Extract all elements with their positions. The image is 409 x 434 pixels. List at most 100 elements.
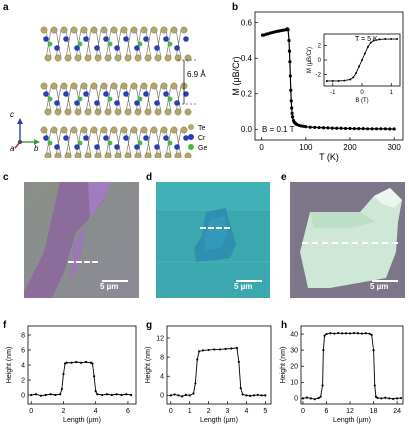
b-inset-data-point bbox=[378, 38, 381, 41]
b-main-data-point bbox=[290, 106, 294, 110]
cr-atom bbox=[134, 100, 140, 106]
cr-atom bbox=[83, 91, 89, 97]
panel-d-letter: d bbox=[146, 172, 153, 183]
te-atom bbox=[164, 108, 172, 116]
te-atom bbox=[84, 108, 92, 116]
b-main-x-tick-label: 0 bbox=[259, 143, 264, 152]
h-data-point bbox=[322, 349, 325, 352]
te-atom bbox=[140, 82, 148, 90]
axes-triad bbox=[14, 118, 40, 149]
te-atom bbox=[74, 108, 82, 116]
b-main-data-point bbox=[326, 126, 330, 130]
te-atom bbox=[170, 26, 178, 34]
b-inset-data-point bbox=[384, 38, 387, 41]
g-y-tick-label: 0 bbox=[160, 393, 164, 400]
te-atom bbox=[110, 126, 118, 134]
te-atom bbox=[140, 26, 148, 34]
h-y-tick-label: 0 bbox=[294, 396, 298, 403]
scale-bar-d bbox=[236, 280, 262, 282]
h-y-axis-label: Height (nm) bbox=[280, 347, 287, 384]
te-atom bbox=[120, 82, 128, 90]
te-atom bbox=[94, 54, 102, 62]
b-inset-data-point bbox=[331, 79, 334, 82]
b-main-data-point bbox=[361, 127, 365, 131]
f-x-axis-label: Length (µm) bbox=[63, 417, 101, 424]
panel-f-letter: f bbox=[3, 320, 7, 331]
cr-atom bbox=[74, 45, 80, 51]
cr-atom bbox=[43, 135, 49, 141]
h-y-tick-label: 20 bbox=[290, 364, 298, 371]
cr-atom bbox=[103, 91, 109, 97]
axis-label-c: c bbox=[10, 110, 14, 119]
ge-atom bbox=[47, 96, 53, 102]
bond bbox=[155, 85, 162, 113]
f-data-point bbox=[84, 360, 88, 364]
legend-item-cr: Cr bbox=[188, 134, 207, 144]
g-x-tick-label: 5 bbox=[263, 408, 267, 415]
te-atom bbox=[90, 82, 98, 90]
te-atom bbox=[104, 152, 112, 158]
ge-atom bbox=[107, 41, 113, 47]
panel-h-letter: h bbox=[281, 320, 288, 331]
b-inset-y-tick-label: 2 bbox=[318, 44, 322, 50]
h-x-tick-label: 0 bbox=[301, 408, 305, 415]
te-atom bbox=[140, 126, 148, 134]
b-main-data-point bbox=[317, 125, 321, 130]
te-atom bbox=[84, 152, 92, 158]
b-inset-data-point bbox=[366, 46, 369, 48]
g-data-point bbox=[192, 392, 195, 395]
cr-atom bbox=[154, 45, 160, 51]
b-main-data-point bbox=[288, 74, 292, 78]
te-atom bbox=[104, 108, 112, 116]
g-data-point bbox=[256, 393, 259, 397]
f-x-tick-label: 6 bbox=[126, 408, 130, 415]
te-atom bbox=[124, 108, 132, 116]
f-data-point bbox=[105, 393, 109, 396]
te-atom bbox=[124, 54, 132, 62]
te-atom bbox=[100, 82, 108, 90]
bond bbox=[95, 129, 102, 157]
b-main-x-tick-label: 100 bbox=[299, 143, 313, 152]
te-atom bbox=[134, 54, 142, 62]
bond bbox=[65, 129, 72, 157]
cr-atom bbox=[163, 91, 169, 97]
te-atom bbox=[50, 26, 58, 34]
g-data-point bbox=[177, 394, 180, 397]
f-y-tick-label: 4 bbox=[21, 362, 25, 369]
ge-atom bbox=[167, 96, 173, 102]
h-data-point bbox=[384, 396, 387, 399]
h-data-point bbox=[319, 395, 322, 398]
axis-label-a: a bbox=[10, 144, 15, 153]
ge-atom bbox=[77, 41, 83, 47]
te-atom bbox=[40, 82, 48, 90]
te-atom bbox=[150, 82, 158, 90]
bond bbox=[115, 85, 122, 113]
g-x-axis-label: Length (µm) bbox=[200, 417, 238, 424]
b-inset-data-point bbox=[343, 79, 346, 82]
te-atom bbox=[134, 108, 142, 116]
f-data-point bbox=[44, 393, 47, 397]
te-atom bbox=[70, 82, 78, 90]
h-series-line bbox=[302, 332, 402, 400]
f-data-point bbox=[125, 393, 128, 396]
ge-atom bbox=[77, 140, 83, 146]
h-data-point bbox=[380, 397, 383, 400]
te-atom bbox=[94, 152, 102, 158]
cr-atom bbox=[123, 135, 129, 141]
scale-bar-e bbox=[372, 280, 398, 282]
te-atom bbox=[174, 54, 182, 62]
te-atom bbox=[180, 26, 188, 34]
f-data-point bbox=[110, 393, 113, 397]
te-atom bbox=[130, 126, 138, 134]
b-main-data-point bbox=[289, 99, 293, 103]
b-inset-x-tick-label: -1 bbox=[330, 90, 336, 96]
b-inset-data-point bbox=[355, 72, 358, 74]
h-data-point bbox=[337, 331, 340, 335]
b-main-data-point bbox=[348, 126, 352, 131]
bond bbox=[55, 29, 62, 59]
cr-atom bbox=[134, 45, 140, 51]
te-atom bbox=[70, 26, 78, 34]
te-atom bbox=[84, 54, 92, 62]
cr-atom bbox=[94, 100, 100, 106]
